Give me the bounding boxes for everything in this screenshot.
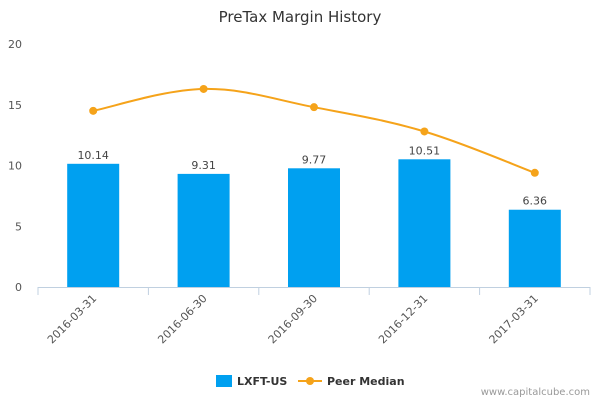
bar-value-label: 9.77	[302, 153, 327, 166]
y-tick-label: 20	[8, 38, 22, 51]
peer-median-point[interactable]	[530, 168, 539, 177]
bar-value-label: 10.14	[77, 149, 109, 162]
x-tick-label: 2016-12-31	[376, 292, 430, 346]
bar-value-label: 6.36	[523, 195, 548, 208]
y-tick-label: 10	[8, 160, 22, 173]
bar[interactable]	[177, 173, 230, 287]
legend[interactable]: LXFT-US Peer Median	[216, 375, 405, 388]
bar[interactable]	[508, 209, 561, 287]
bar[interactable]	[398, 159, 451, 287]
x-tick-label: 2016-03-31	[45, 292, 99, 346]
bar-series	[67, 159, 561, 287]
y-tick-label: 0	[15, 281, 22, 294]
bar[interactable]	[67, 163, 120, 287]
bar[interactable]	[288, 168, 340, 287]
source-credit: www.capitalcube.com	[481, 387, 590, 398]
x-tick-label: 2016-06-30	[155, 292, 209, 346]
bar-data-labels: 10.14 9.31 9.77 10.51 6.36	[77, 144, 547, 207]
legend-swatch-marker	[306, 377, 314, 385]
peer-median-point[interactable]	[199, 84, 208, 93]
legend-label[interactable]: LXFT-US	[237, 375, 287, 388]
chart-title: PreTax Margin History	[219, 8, 382, 26]
peer-median-point[interactable]	[89, 106, 98, 115]
legend-label[interactable]: Peer Median	[327, 375, 405, 388]
y-tick-label: 5	[15, 220, 22, 233]
bar-value-label: 10.51	[409, 144, 441, 157]
y-axis: 0 5 10 15 20	[8, 38, 22, 294]
peer-median-point[interactable]	[420, 127, 429, 136]
legend-swatch-bar	[216, 375, 232, 387]
peer-median-point[interactable]	[310, 103, 318, 112]
x-axis: 2016-03-31 2016-06-30 2016-09-30 2016-12-31…	[37, 287, 591, 346]
bar-value-label: 9.31	[191, 159, 216, 172]
x-tick-label: 2017-03-31	[487, 292, 541, 346]
y-tick-label: 15	[8, 99, 22, 112]
line-series	[89, 84, 539, 177]
x-tick-label: 2016-09-30	[266, 292, 320, 346]
